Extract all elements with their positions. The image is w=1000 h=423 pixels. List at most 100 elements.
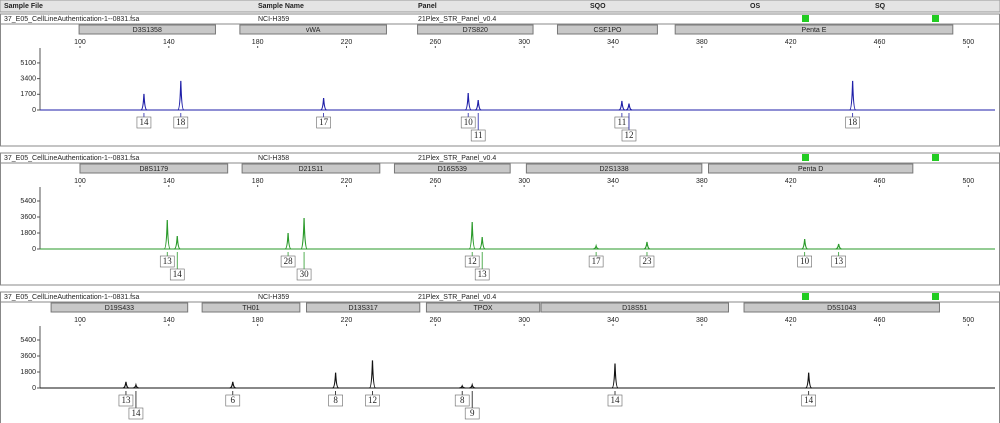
allele-box xyxy=(280,255,296,268)
allele-label: 23 xyxy=(642,256,652,266)
peak xyxy=(320,97,327,111)
locus-name: D2S1338 xyxy=(600,166,629,173)
locus-box xyxy=(556,24,658,35)
allele-box xyxy=(588,255,604,268)
panel-frame xyxy=(0,13,1000,147)
peak xyxy=(611,363,619,389)
locus-name: TH01 xyxy=(242,305,259,312)
y-tick-label: 0 xyxy=(32,385,36,392)
allele-label: 12 xyxy=(624,130,633,140)
allele-box xyxy=(316,116,331,129)
allele-label: 12 xyxy=(368,395,377,405)
locus-box xyxy=(393,163,511,174)
peak xyxy=(300,217,308,250)
allele-box xyxy=(460,116,476,129)
peak xyxy=(801,238,808,250)
peak xyxy=(593,243,600,250)
allele-box xyxy=(621,129,637,142)
allele-box xyxy=(797,255,812,268)
y-tick-label: 1800 xyxy=(20,369,36,376)
panel-name: 21Plex_STR_Panel_v0.4 xyxy=(418,294,496,301)
locus-box xyxy=(708,163,914,174)
locus-name: D19S433 xyxy=(105,305,134,312)
x-tick-label: 260 xyxy=(429,178,441,185)
locus-name: vWA xyxy=(306,27,321,34)
peak xyxy=(805,372,812,389)
allele-box xyxy=(474,268,490,281)
allele-label: 28 xyxy=(284,256,294,266)
x-tick-label: 220 xyxy=(341,317,353,324)
locus-box xyxy=(239,24,387,35)
allele-label: 14 xyxy=(131,408,141,418)
locus-name: Penta D xyxy=(798,166,823,173)
x-tick-label: 500 xyxy=(963,317,975,324)
allele-label: 18 xyxy=(848,117,858,127)
locus-name: TPOX xyxy=(474,305,493,312)
panel-name: 21Plex_STR_Panel_v0.4 xyxy=(418,155,496,162)
peak xyxy=(478,236,486,250)
sample-file: 37_E05_CellLineAuthentication-1--0831.fs… xyxy=(4,294,140,301)
peak xyxy=(163,220,171,250)
y-tick-label: 5100 xyxy=(20,60,36,67)
allele-box xyxy=(118,394,134,407)
x-tick-label: 500 xyxy=(963,39,975,46)
x-tick-label: 300 xyxy=(518,178,530,185)
locus-box xyxy=(425,302,541,313)
allele-box xyxy=(128,407,144,420)
x-tick-label: 340 xyxy=(607,317,619,324)
locus-name: D5S1043 xyxy=(827,305,856,312)
peak xyxy=(625,103,633,111)
panel-name: 21Plex_STR_Panel_v0.4 xyxy=(418,16,496,23)
locus-name: D7S820 xyxy=(463,27,488,34)
peak xyxy=(132,382,139,389)
x-tick-label: 180 xyxy=(252,317,264,324)
peak xyxy=(464,92,472,111)
locus-box xyxy=(540,302,729,313)
x-tick-label: 420 xyxy=(785,178,797,185)
locus-name: D8S1179 xyxy=(139,166,168,173)
peak xyxy=(174,235,181,250)
allele-label: 14 xyxy=(804,395,814,405)
allele-label: 8 xyxy=(460,395,465,405)
allele-box xyxy=(173,116,189,129)
allele-label: 13 xyxy=(121,395,131,405)
x-tick-label: 420 xyxy=(785,39,797,46)
y-tick-label: 0 xyxy=(32,246,36,253)
peak xyxy=(643,241,651,250)
allele-label: 13 xyxy=(478,269,488,279)
allele-box xyxy=(136,116,152,129)
column-header: SQ xyxy=(875,3,886,10)
locus-name: D16S539 xyxy=(438,166,467,173)
x-tick-label: 140 xyxy=(163,39,175,46)
x-tick-label: 460 xyxy=(874,317,886,324)
sample-name: NCI-H358 xyxy=(258,155,289,162)
allele-box xyxy=(607,394,623,407)
allele-box xyxy=(365,394,380,407)
status-indicator xyxy=(802,293,809,300)
status-indicator xyxy=(802,154,809,161)
locus-box xyxy=(79,163,229,174)
allele-label: 6 xyxy=(231,395,236,405)
x-tick-label: 140 xyxy=(163,317,175,324)
y-tick-label: 0 xyxy=(32,107,36,114)
locus-name: Penta E xyxy=(802,27,827,34)
allele-box xyxy=(169,268,185,281)
allele-box xyxy=(454,394,470,407)
peak xyxy=(140,93,148,111)
sample-file: 37_E05_CellLineAuthentication-1--0831.fs… xyxy=(4,155,140,162)
allele-label: 17 xyxy=(592,256,602,266)
column-header: Panel xyxy=(418,3,437,10)
y-tick-label: 5400 xyxy=(20,337,36,344)
y-tick-label: 3600 xyxy=(20,353,36,360)
allele-label: 10 xyxy=(464,117,474,127)
peak xyxy=(835,243,842,250)
status-indicator xyxy=(932,293,939,300)
allele-box xyxy=(801,394,816,407)
allele-label: 18 xyxy=(176,117,186,127)
allele-box xyxy=(464,407,480,420)
x-tick-label: 500 xyxy=(963,178,975,185)
y-tick-label: 3400 xyxy=(20,75,36,82)
x-tick-label: 100 xyxy=(74,317,86,324)
x-tick-label: 340 xyxy=(607,178,619,185)
